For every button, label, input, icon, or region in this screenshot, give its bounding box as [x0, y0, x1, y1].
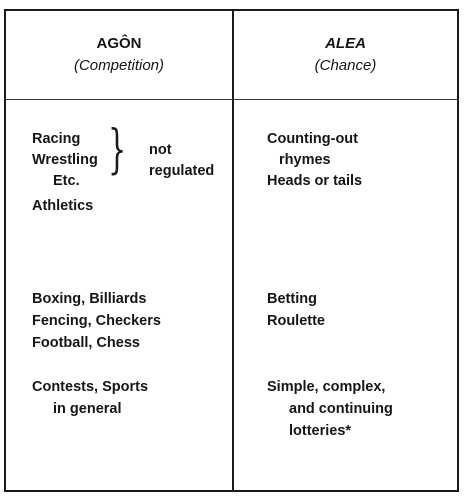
- agon-contests: Contests, Sports: [32, 379, 149, 395]
- agon-football: Football, Chess: [32, 335, 140, 351]
- agon-brace-note-2: regulated: [149, 163, 215, 179]
- agon-fencing: Fencing, Checkers: [32, 313, 161, 329]
- table-frame: [4, 9, 459, 492]
- agon-wrestling: Wrestling: [32, 152, 98, 168]
- alea-betting: Betting: [267, 291, 317, 307]
- agon-title: AGÔN: [96, 35, 142, 52]
- alea-subtitle: (Chance): [314, 57, 377, 74]
- agon-brace-note-1: not: [149, 142, 172, 158]
- alea-and-continuing: and continuing: [289, 401, 393, 417]
- right-brace-icon: }: [108, 120, 127, 180]
- alea-roulette: Roulette: [267, 313, 325, 329]
- agon-etc: Etc.: [53, 173, 80, 189]
- agon-racing: Racing: [32, 131, 81, 147]
- alea-rhymes: rhymes: [279, 152, 331, 168]
- agon-in-general: in general: [53, 401, 122, 417]
- header-divider: [6, 99, 457, 100]
- alea-header: ALEA (Chance): [232, 33, 459, 77]
- agon-header: AGÔN (Competition): [6, 33, 232, 77]
- agon-athletics: Athletics: [32, 198, 94, 214]
- alea-lotteries: lotteries*: [289, 423, 352, 439]
- alea-counting-out: Counting-out: [267, 131, 358, 147]
- alea-title: ALEA: [325, 35, 366, 52]
- alea-heads-or-tails: Heads or tails: [267, 173, 363, 189]
- agon-subtitle: (Competition): [73, 57, 165, 74]
- column-divider: [232, 11, 234, 490]
- agon-boxing: Boxing, Billiards: [32, 291, 147, 307]
- alea-simple-complex: Simple, complex,: [267, 379, 386, 395]
